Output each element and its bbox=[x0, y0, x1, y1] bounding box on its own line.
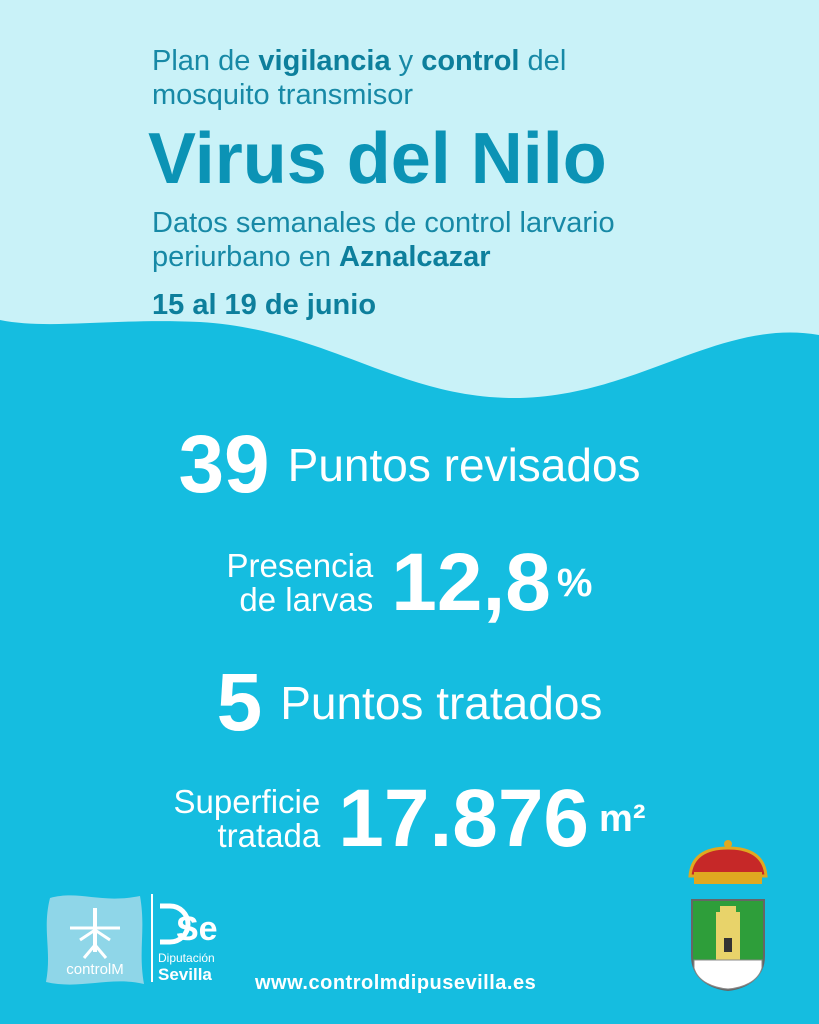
stat-row: Presencia de larvas 12,8% bbox=[0, 536, 819, 630]
text: 39 bbox=[178, 419, 270, 510]
logo-controlm: controlM bbox=[46, 895, 144, 985]
text: vigilancia bbox=[258, 45, 391, 77]
subtitle: Datos semanales de control larvario bbox=[152, 207, 615, 239]
coat-of-arms bbox=[688, 840, 768, 992]
text: de larvas bbox=[239, 581, 374, 618]
text: Puntos tratados bbox=[280, 677, 603, 729]
subtitle-line2: periurbano en Aznalcazar bbox=[152, 240, 491, 274]
text: periurbano en bbox=[152, 241, 340, 273]
title: Virus del Nilo bbox=[148, 119, 607, 199]
text: % bbox=[556, 560, 593, 605]
text: 12,8 bbox=[391, 537, 551, 628]
text: Plan de bbox=[152, 45, 259, 77]
text: 5 bbox=[216, 657, 263, 748]
text: Presencia bbox=[226, 547, 374, 584]
stat-row: 5 Puntos tratados bbox=[0, 656, 819, 750]
logo-text: Sevilla bbox=[158, 965, 212, 984]
logo-diputacion: Se Diputación Sevilla bbox=[151, 894, 218, 984]
text: control bbox=[421, 45, 520, 77]
text: m² bbox=[599, 797, 646, 840]
text: Aznalcazar bbox=[339, 241, 491, 273]
text: Puntos revisados bbox=[287, 439, 641, 491]
text: tratada bbox=[217, 817, 321, 854]
logo-mark: Se bbox=[176, 910, 218, 948]
stat-row: Superficie tratada 17.876 m² bbox=[0, 772, 819, 866]
dates: 15 al 19 de junio bbox=[152, 289, 377, 321]
text: y bbox=[390, 45, 422, 77]
text: Superficie bbox=[173, 783, 321, 820]
text: del bbox=[519, 45, 567, 77]
intro-line2: mosquito transmisor bbox=[152, 79, 414, 111]
stat-row: 39 Puntos revisados bbox=[0, 418, 819, 512]
text: 17.876 bbox=[338, 773, 590, 864]
intro: Plan de vigilancia y control del bbox=[152, 44, 566, 78]
url: www.controlmdipusevilla.es bbox=[255, 972, 537, 994]
logo-text: controlM bbox=[66, 961, 124, 978]
logo-text: Diputación bbox=[158, 951, 215, 965]
